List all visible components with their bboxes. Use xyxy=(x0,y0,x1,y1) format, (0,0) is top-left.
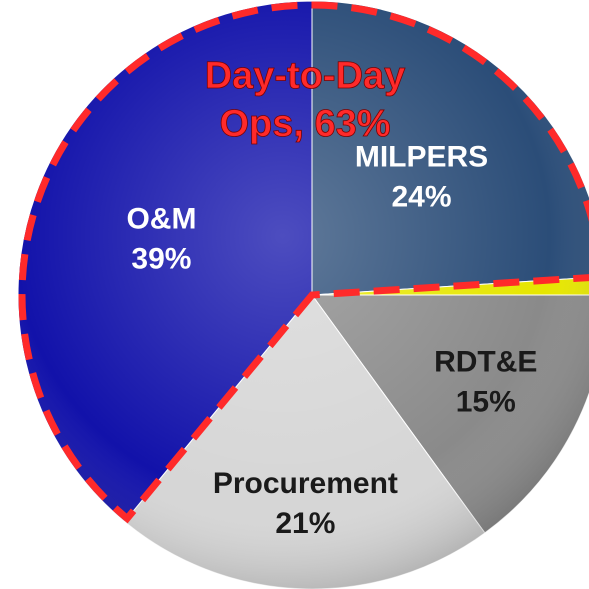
slice-label: MILPERS xyxy=(355,140,488,173)
slice-value: 39% xyxy=(131,243,191,276)
slice-value: 15% xyxy=(456,385,516,418)
slice-label: O&M xyxy=(126,203,196,236)
annotation: Ops, 63% xyxy=(219,103,390,145)
slice-label: RDT&E xyxy=(434,345,537,378)
annotation: Day-to-Day xyxy=(205,55,406,97)
slice-label: Procurement xyxy=(213,467,398,500)
highlight-outline xyxy=(18,1,589,524)
slice-value: 24% xyxy=(392,180,452,213)
slice-value: 21% xyxy=(275,507,335,540)
